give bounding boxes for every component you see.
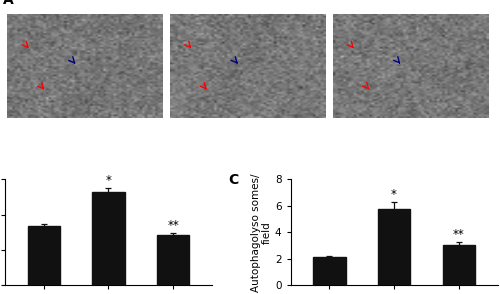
Bar [313,258,346,285]
Bar [157,235,190,285]
Bar [28,226,60,285]
Bar [378,209,410,285]
Y-axis label: Autophagolyso somes/
field: Autophagolyso somes/ field [250,173,272,292]
Text: *: * [106,174,112,187]
Text: **: ** [168,219,179,232]
Text: **: ** [453,228,464,241]
Bar [92,192,124,285]
Text: A: A [2,0,14,6]
Text: C: C [228,173,238,187]
Bar [442,245,475,285]
Text: *: * [391,188,397,201]
